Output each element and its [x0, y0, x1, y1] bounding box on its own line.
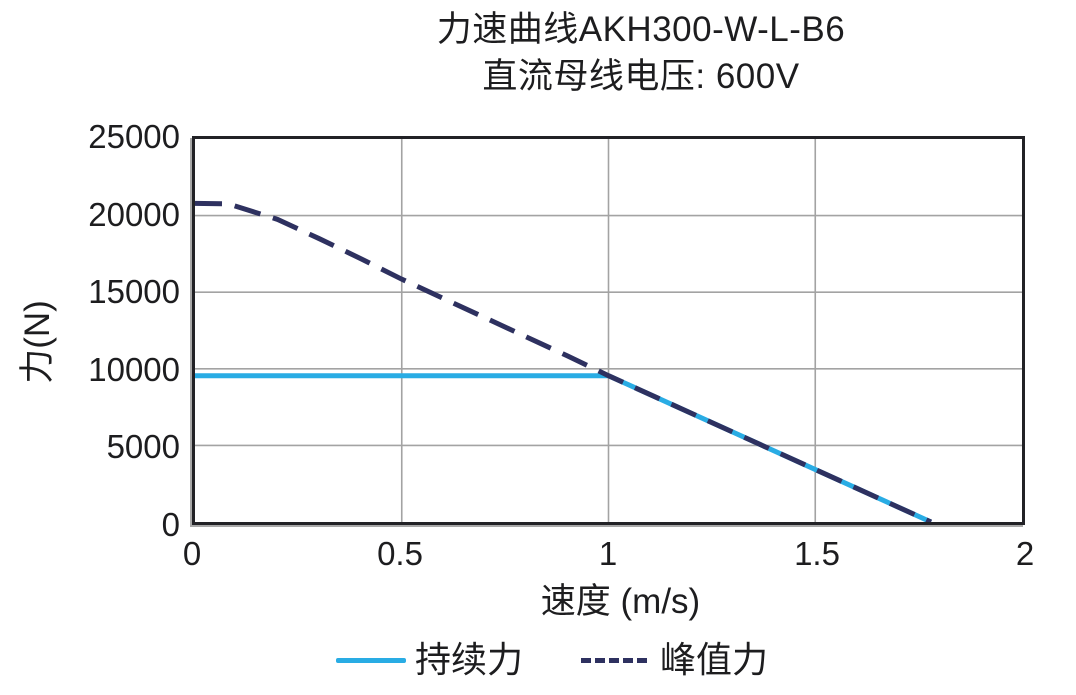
solid-line-icon: [335, 657, 406, 663]
y-tick-15000: 15000: [88, 273, 180, 310]
y-tick-5000: 5000: [106, 428, 180, 465]
chart-title-line1: 力速曲线AKH300-W-L-B6: [436, 10, 846, 49]
peak-force-line: [195, 200, 933, 522]
chart-title-line2: 直流母线电压: 600V: [482, 57, 800, 96]
legend-label-peak: 峰值力: [660, 639, 769, 680]
legend: 持续力 峰值力: [0, 638, 1076, 682]
legend-label-continuous: 持续力: [414, 639, 523, 680]
x-tick-2: 2: [1015, 535, 1035, 572]
x-tick-0_5: 0.5: [377, 535, 423, 572]
legend-item-peak: 峰值力: [581, 638, 768, 682]
dashed-line-icon: [581, 657, 651, 663]
legend-item-continuous: 持续力: [335, 638, 523, 682]
y-tick-10000: 10000: [88, 351, 180, 388]
plot-area: [192, 136, 1025, 525]
continuous-force-line: [195, 373, 933, 522]
x-tick-1: 1: [598, 535, 618, 572]
gridlines: [195, 139, 1022, 522]
y-tick-25000: 25000: [88, 118, 180, 155]
y-tick-0: 0: [161, 506, 180, 543]
chart-title: 力速曲线AKH300-W-L-B6 直流母线电压: 600V: [206, 6, 1076, 100]
x-tick-0: 0: [182, 535, 202, 572]
plot-canvas: [195, 139, 1022, 522]
x-tick-1_5: 1.5: [794, 535, 840, 572]
y-tick-20000: 20000: [88, 196, 180, 233]
x-axis-title: 速度 (m/s): [540, 582, 701, 621]
